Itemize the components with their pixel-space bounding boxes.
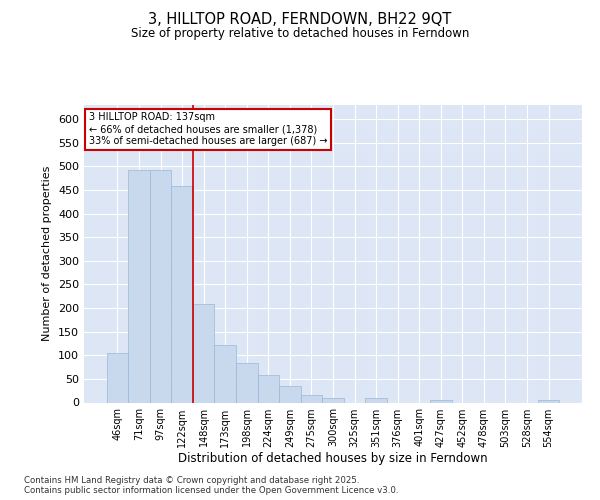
Bar <box>430 400 452 402</box>
Text: 3 HILLTOP ROAD: 137sqm
← 66% of detached houses are smaller (1,378)
33% of semi-: 3 HILLTOP ROAD: 137sqm ← 66% of detached… <box>89 112 328 146</box>
Text: 3, HILLTOP ROAD, FERNDOWN, BH22 9QT: 3, HILLTOP ROAD, FERNDOWN, BH22 9QT <box>148 12 452 28</box>
Bar <box>128 170 150 402</box>
Y-axis label: Number of detached properties: Number of detached properties <box>43 166 52 342</box>
Bar <box>257 375 279 402</box>
Bar <box>322 398 344 402</box>
Bar <box>279 386 301 402</box>
Bar <box>214 345 236 403</box>
X-axis label: Distribution of detached houses by size in Ferndown: Distribution of detached houses by size … <box>178 452 488 466</box>
Bar <box>538 400 559 402</box>
Bar <box>301 396 322 402</box>
Text: Size of property relative to detached houses in Ferndown: Size of property relative to detached ho… <box>131 28 469 40</box>
Bar <box>236 364 257 403</box>
Text: Contains HM Land Registry data © Crown copyright and database right 2025.
Contai: Contains HM Land Registry data © Crown c… <box>24 476 398 495</box>
Bar <box>107 353 128 403</box>
Bar <box>172 186 193 402</box>
Bar <box>150 170 172 402</box>
Bar <box>365 398 387 402</box>
Bar <box>193 304 214 402</box>
